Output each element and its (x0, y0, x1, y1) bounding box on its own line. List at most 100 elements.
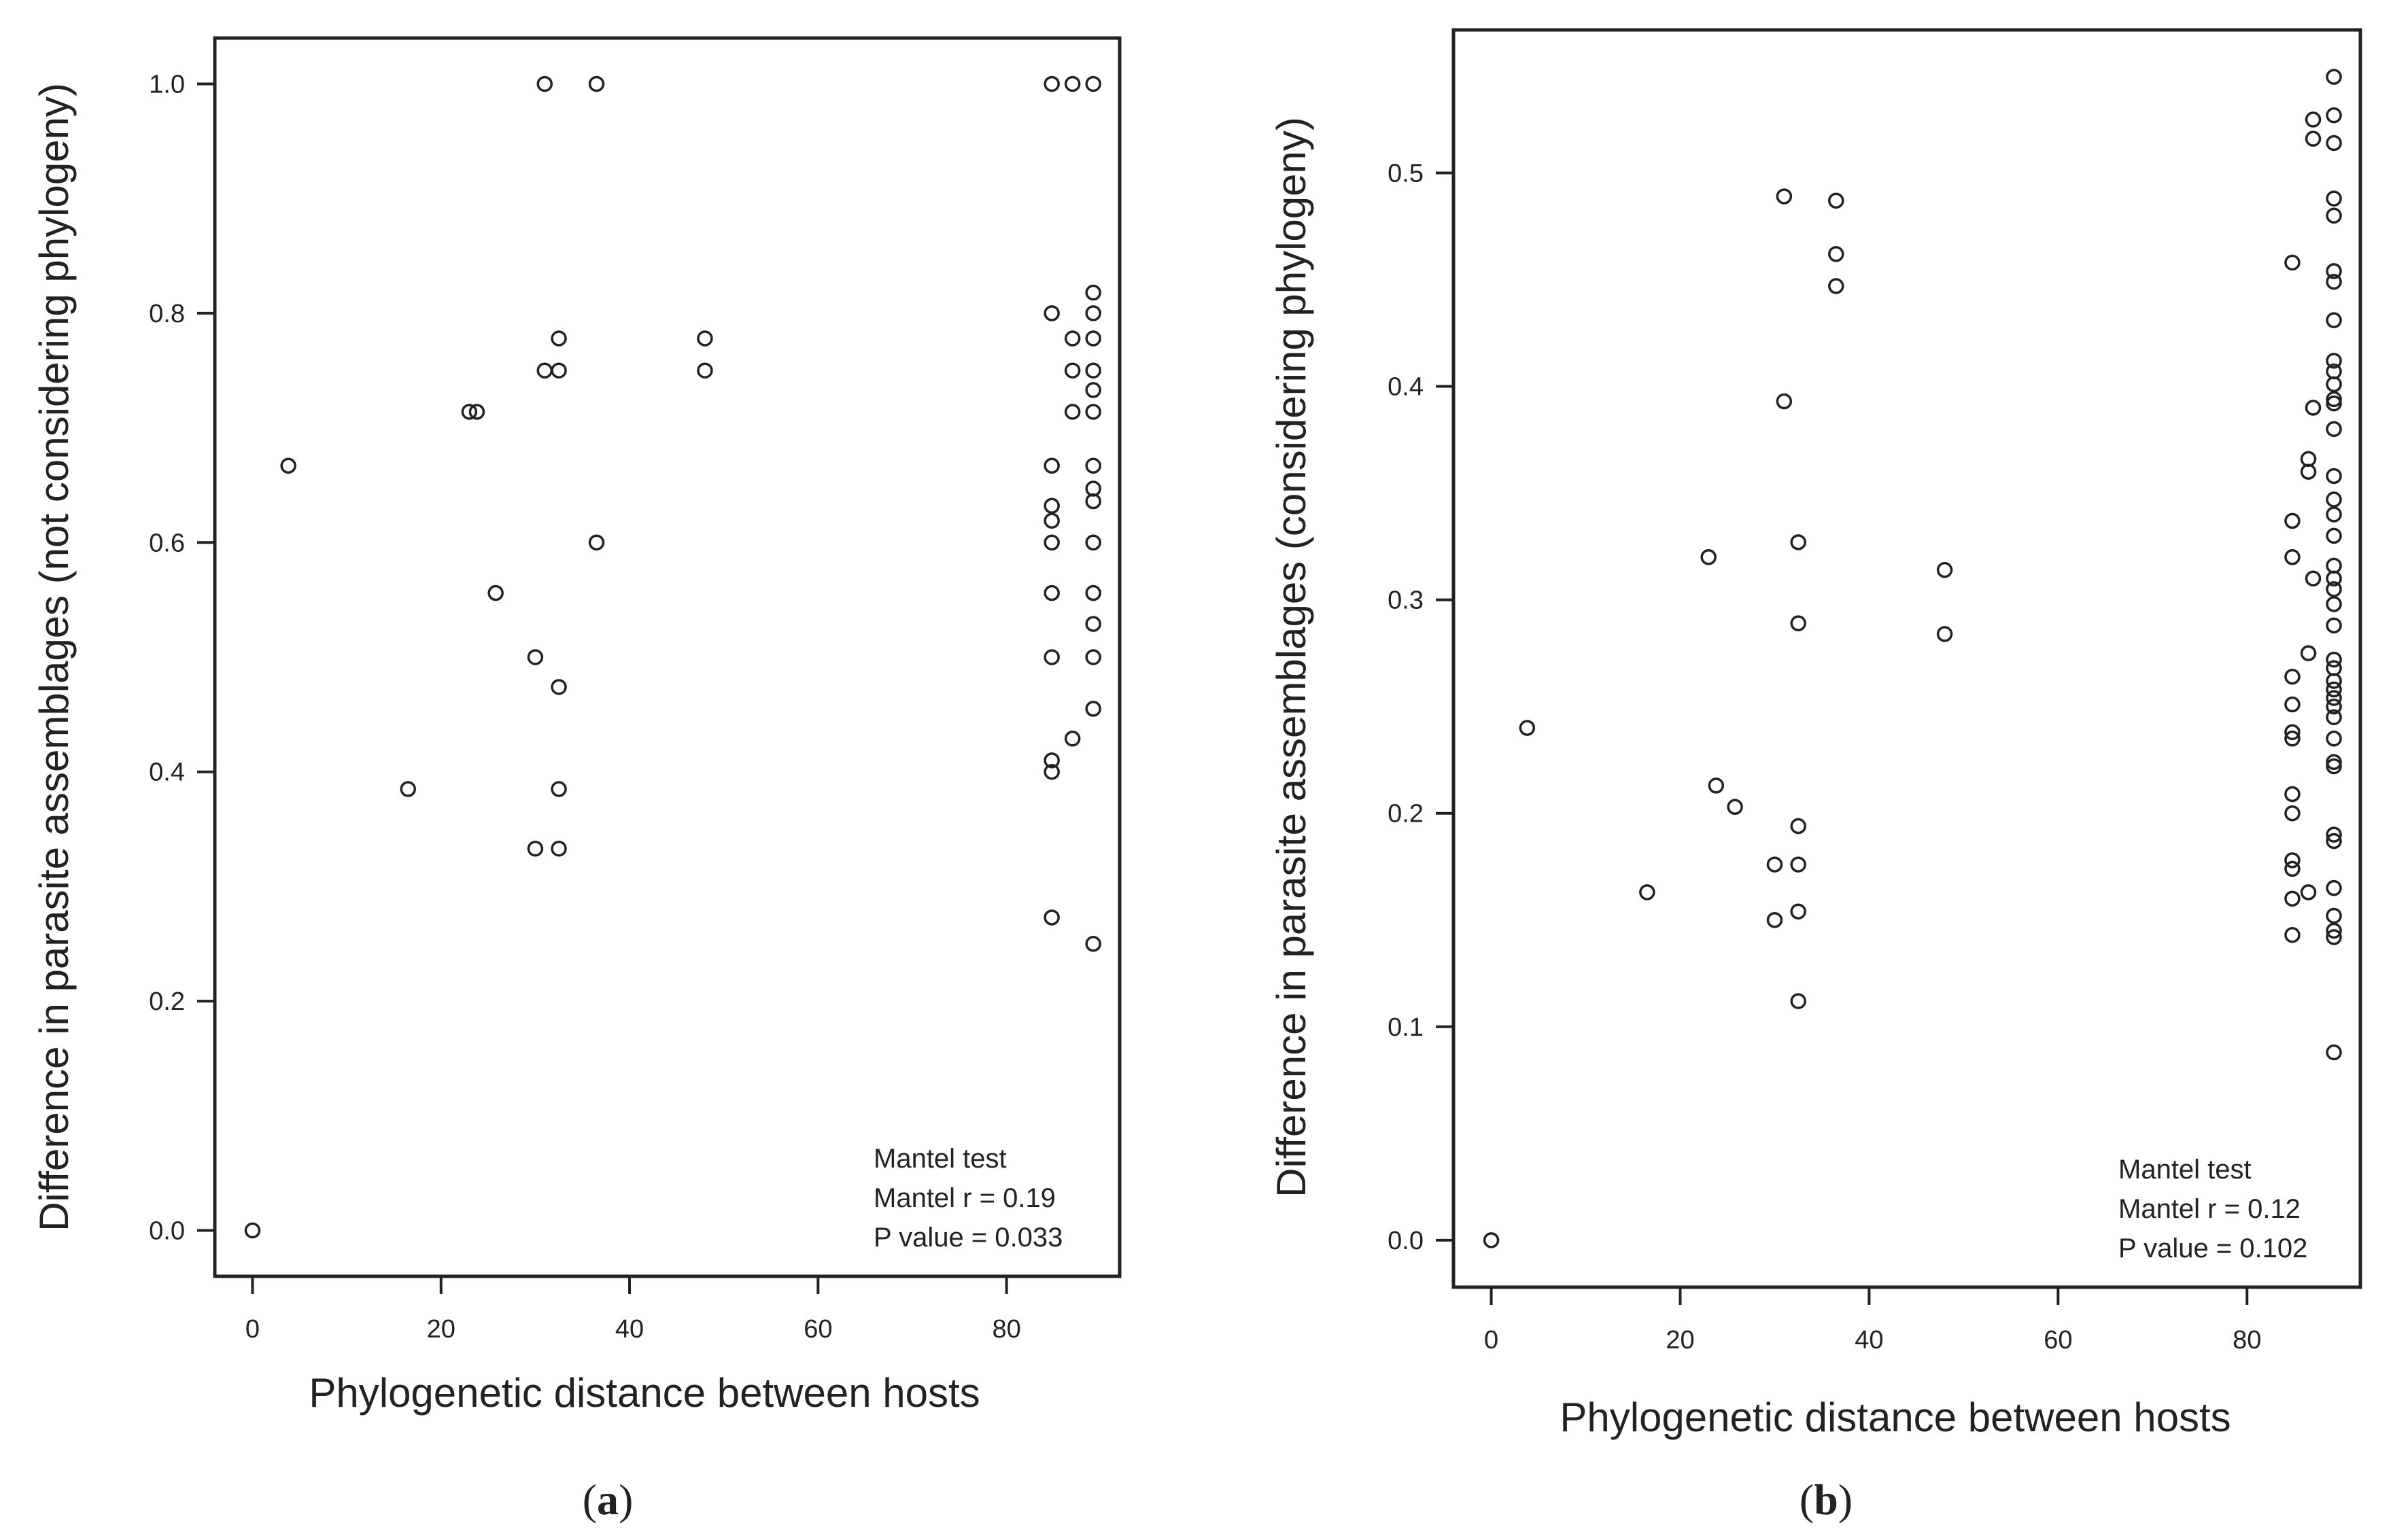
data-point-b-52 (2326, 376, 2342, 393)
data-point-a-17 (697, 330, 713, 347)
data-point-b-55 (2326, 421, 2342, 438)
data-point-b-57 (2326, 491, 2342, 508)
data-point-b-13 (1790, 856, 1806, 873)
data-point-b-27 (2284, 731, 2301, 747)
data-point-b-45 (2326, 190, 2342, 207)
data-point-a-12 (551, 679, 567, 695)
data-point-b-29 (2284, 805, 2301, 822)
x-tick-label-a-4: 80 (992, 1315, 1020, 1344)
data-point-b-68 (2326, 681, 2342, 698)
data-point-b-64 (2326, 617, 2342, 634)
y-tick-label-a-2: 0.4 (149, 758, 185, 787)
panel-a: 0 20 40 60 80 0.0 0.2 0.4 0.6 0.8 1.0 Phylogeneti… (31, 36, 1122, 1524)
data-point-a-24 (1044, 534, 1060, 551)
data-point-b-30 (2284, 852, 2301, 869)
data-point-a-49 (1085, 701, 1101, 717)
data-point-b-74 (2326, 758, 2342, 775)
data-point-a-10 (551, 362, 567, 379)
data-point-a-2 (400, 781, 416, 797)
plot-frame-a (213, 36, 1122, 1278)
data-point-a-39 (1085, 362, 1101, 379)
data-point-b-72 (2326, 731, 2342, 747)
data-point-a-40 (1085, 382, 1101, 398)
data-point-a-35 (1085, 75, 1101, 92)
y-tick-label-a-5: 1.0 (149, 70, 185, 99)
data-point-b-42 (2326, 69, 2342, 85)
data-point-b-78 (2326, 907, 2342, 924)
data-point-b-24 (2284, 668, 2301, 685)
data-point-b-20 (1936, 626, 1953, 642)
y-tick-label-a-3: 0.6 (149, 529, 185, 557)
mantel-title-a: Mantel test (874, 1144, 1007, 1174)
y-tick-label-b-1: 0.1 (1388, 1013, 1424, 1042)
data-point-b-63 (2326, 596, 2342, 612)
data-point-a-25 (1044, 584, 1060, 601)
data-point-b-76 (2326, 833, 2342, 850)
data-point-a-41 (1085, 404, 1101, 420)
data-point-a-38 (1085, 330, 1101, 347)
data-point-b-73 (2326, 754, 2342, 771)
data-point-b-67 (2326, 673, 2342, 689)
data-point-b-28 (2284, 786, 2301, 803)
y-tick-label-a-0: 0.0 (149, 1217, 185, 1246)
x-axis-label-b: Phylogenetic distance between hosts (1560, 1395, 2231, 1440)
data-point-b-71 (2326, 709, 2342, 726)
data-point-b-61 (2326, 570, 2342, 587)
data-point-a-26 (1044, 649, 1060, 665)
data-point-a-37 (1085, 305, 1101, 321)
y-tick-label-b-4: 0.4 (1388, 373, 1424, 402)
data-point-b-32 (2284, 890, 2301, 907)
y-tick-label-a-1: 0.2 (149, 987, 185, 1016)
plot-frame-b (1451, 28, 2362, 1289)
data-point-a-46 (1085, 584, 1101, 601)
data-point-b-69 (2326, 690, 2342, 706)
data-point-a-0 (244, 1222, 261, 1239)
x-axis-ticks-a: 0 20 40 60 80 (245, 1276, 1021, 1344)
points-a (244, 75, 1101, 1239)
data-point-b-5 (1727, 799, 1743, 816)
data-point-a-16 (588, 534, 605, 551)
data-point-b-8 (1776, 188, 1793, 205)
data-point-a-9 (536, 362, 553, 379)
y-tick-label-a-4: 0.8 (149, 300, 185, 328)
p-value-a: P value = 0.033 (874, 1223, 1063, 1253)
y-tick-label-b-2: 0.2 (1388, 800, 1424, 828)
data-point-b-7 (1766, 912, 1783, 928)
data-point-b-19 (1936, 561, 1953, 578)
data-point-a-33 (1064, 404, 1081, 420)
data-point-a-45 (1085, 534, 1101, 551)
data-point-a-14 (551, 840, 567, 857)
data-point-b-41 (2305, 570, 2322, 587)
data-point-a-19 (1044, 75, 1060, 92)
data-point-a-32 (1064, 362, 1081, 379)
data-point-a-22 (1044, 497, 1060, 514)
mantel-r-a: Mantel r = 0.19 (874, 1183, 1056, 1213)
data-point-a-6 (527, 649, 544, 665)
data-point-b-3 (1700, 549, 1717, 565)
x-tick-label-b-3: 60 (2044, 1326, 2072, 1354)
panel-label-b: (b) (1800, 1475, 1853, 1524)
data-point-b-36 (2300, 645, 2317, 661)
data-point-a-34 (1064, 731, 1081, 747)
data-point-b-6 (1766, 856, 1783, 873)
y-axis-ticks-b: 0.0 0.1 0.2 0.3 0.4 0.5 (1388, 159, 1453, 1255)
data-point-b-70 (2326, 698, 2342, 715)
data-point-a-1 (280, 457, 296, 474)
data-point-a-29 (1044, 909, 1060, 926)
mantel-title-b: Mantel test (2118, 1155, 2252, 1185)
data-point-b-53 (2326, 391, 2342, 408)
data-point-b-25 (2284, 696, 2301, 713)
data-point-b-9 (1776, 393, 1793, 410)
data-point-b-56 (2326, 468, 2342, 485)
data-point-b-11 (1790, 615, 1806, 631)
data-point-b-50 (2326, 353, 2342, 369)
panel-label-a: (a) (583, 1475, 634, 1524)
data-point-a-3 (461, 404, 478, 420)
data-point-b-22 (2284, 512, 2301, 529)
data-point-b-12 (1790, 818, 1806, 835)
x-tick-label-b-1: 20 (1666, 1326, 1694, 1354)
x-axis-ticks-b: 0 20 40 60 80 (1484, 1287, 2261, 1354)
data-point-b-39 (2305, 130, 2322, 147)
data-point-a-13 (551, 781, 567, 797)
